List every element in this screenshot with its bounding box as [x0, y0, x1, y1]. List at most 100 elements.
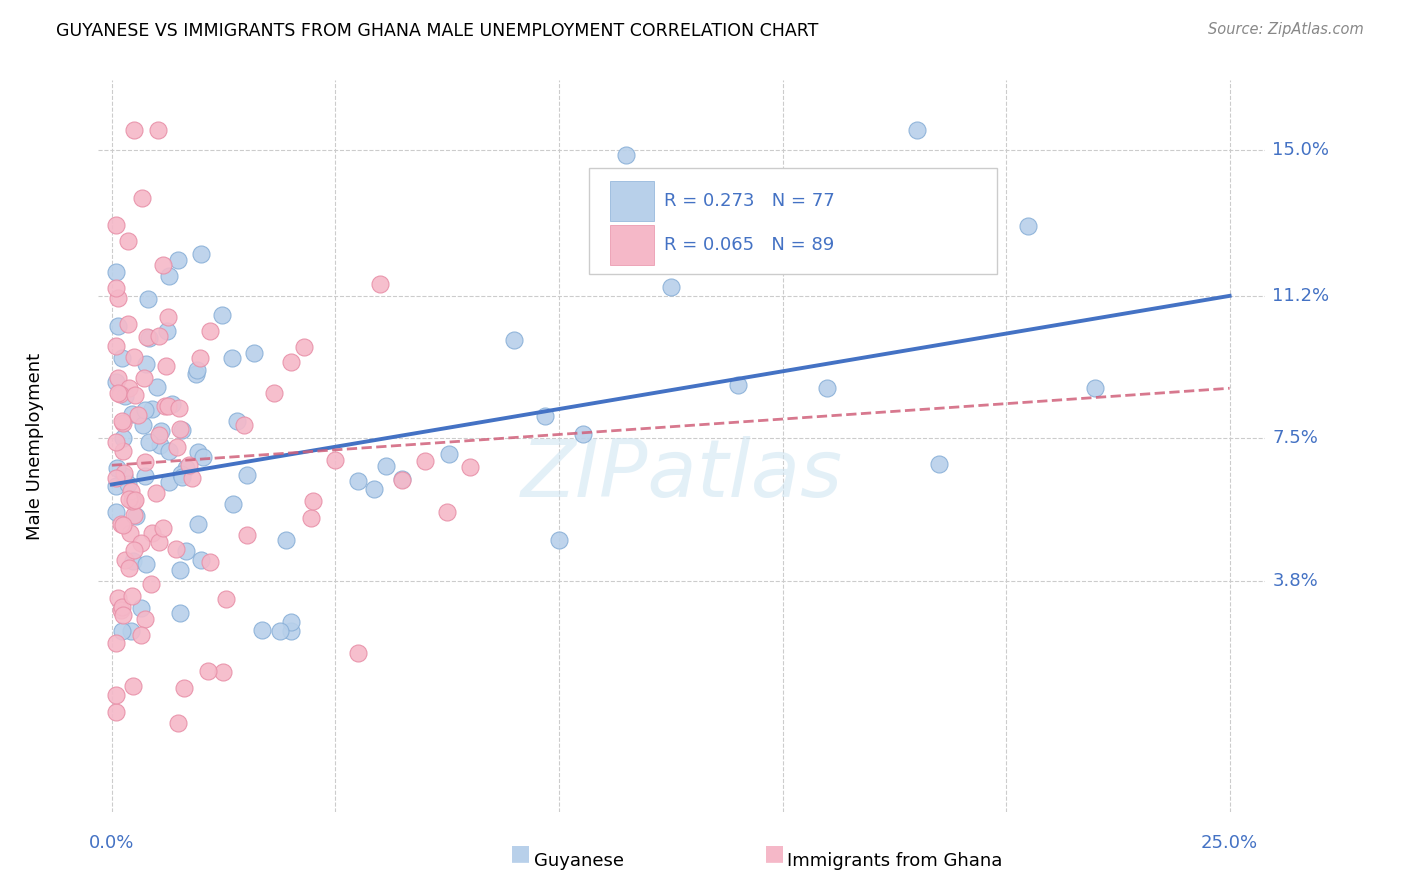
- Point: [111, 432, 134, 446]
- Point: [135, 357, 157, 371]
- Point: [236, 528, 259, 542]
- Point: [132, 418, 155, 433]
- Text: R = 0.065   N = 89: R = 0.065 N = 89: [665, 235, 835, 254]
- Point: [122, 543, 145, 558]
- Point: [111, 351, 134, 365]
- Point: [325, 453, 347, 467]
- Point: [131, 535, 153, 549]
- Point: [226, 414, 249, 428]
- Point: [107, 591, 129, 605]
- Point: [170, 423, 193, 437]
- Text: ■: ■: [763, 844, 785, 863]
- Point: [391, 473, 413, 487]
- Point: [1084, 381, 1107, 395]
- Point: [134, 371, 156, 385]
- Point: [124, 494, 146, 508]
- Point: [136, 293, 159, 307]
- Point: [170, 470, 193, 484]
- Point: [111, 416, 134, 430]
- Point: [114, 552, 136, 566]
- Point: [269, 624, 291, 638]
- Point: [108, 387, 131, 401]
- Point: [111, 414, 134, 428]
- Point: [169, 563, 191, 577]
- Point: [105, 479, 128, 493]
- Point: [105, 265, 128, 279]
- Point: [180, 470, 202, 484]
- Point: [122, 679, 145, 693]
- Point: [110, 603, 132, 617]
- Point: [166, 440, 188, 454]
- Point: [167, 252, 190, 267]
- Point: [299, 511, 322, 525]
- Point: [141, 526, 163, 541]
- Text: 15.0%: 15.0%: [1272, 141, 1330, 159]
- Point: [169, 422, 191, 436]
- Point: [112, 608, 135, 623]
- Text: GUYANESE VS IMMIGRANTS FROM GHANA MALE UNEMPLOYMENT CORRELATION CHART: GUYANESE VS IMMIGRANTS FROM GHANA MALE U…: [56, 22, 818, 40]
- Point: [221, 351, 243, 365]
- Text: 0.0%: 0.0%: [89, 834, 135, 852]
- Point: [111, 624, 134, 638]
- Point: [114, 389, 136, 403]
- Point: [125, 509, 148, 524]
- Point: [105, 461, 128, 475]
- Text: R = 0.273   N = 77: R = 0.273 N = 77: [665, 192, 835, 210]
- Point: [124, 493, 146, 508]
- Point: [188, 351, 211, 365]
- Point: [533, 409, 555, 423]
- Point: [145, 485, 167, 500]
- FancyBboxPatch shape: [589, 168, 997, 274]
- Point: [157, 269, 180, 284]
- Point: [117, 317, 139, 331]
- Point: [215, 592, 238, 607]
- Point: [148, 329, 170, 343]
- Point: [167, 401, 190, 416]
- Point: [184, 367, 207, 381]
- Point: [815, 381, 838, 395]
- Text: 25.0%: 25.0%: [1201, 834, 1258, 852]
- Point: [153, 399, 176, 413]
- Point: [107, 385, 129, 400]
- Point: [346, 474, 368, 488]
- Point: [280, 615, 302, 629]
- Point: [129, 628, 152, 642]
- Point: [548, 533, 571, 548]
- Point: [905, 123, 928, 137]
- Point: [503, 334, 526, 348]
- Point: [222, 497, 245, 511]
- Point: [122, 554, 145, 568]
- Point: [124, 350, 146, 364]
- Point: [107, 318, 129, 333]
- Point: [107, 291, 129, 305]
- Point: [118, 561, 141, 575]
- FancyBboxPatch shape: [610, 181, 654, 221]
- Point: [107, 370, 129, 384]
- Point: [149, 438, 172, 452]
- Point: [135, 330, 157, 344]
- Point: [117, 476, 139, 491]
- Point: [134, 455, 156, 469]
- Point: [250, 623, 273, 637]
- Point: [134, 612, 156, 626]
- Point: [173, 681, 195, 695]
- Point: [1017, 219, 1039, 234]
- Point: [112, 518, 135, 533]
- Point: [127, 408, 149, 422]
- Point: [157, 475, 180, 490]
- Text: 11.2%: 11.2%: [1272, 287, 1330, 305]
- Point: [280, 624, 302, 638]
- Point: [105, 281, 128, 295]
- Text: Male Unemployment: Male Unemployment: [27, 352, 44, 540]
- Point: [363, 483, 385, 497]
- Point: [138, 331, 160, 345]
- Point: [368, 277, 391, 291]
- Point: [105, 376, 128, 390]
- Point: [186, 363, 208, 377]
- Point: [129, 601, 152, 615]
- Point: [572, 426, 595, 441]
- FancyBboxPatch shape: [610, 225, 654, 265]
- Point: [212, 665, 235, 680]
- Point: [177, 458, 200, 472]
- Point: [187, 516, 209, 531]
